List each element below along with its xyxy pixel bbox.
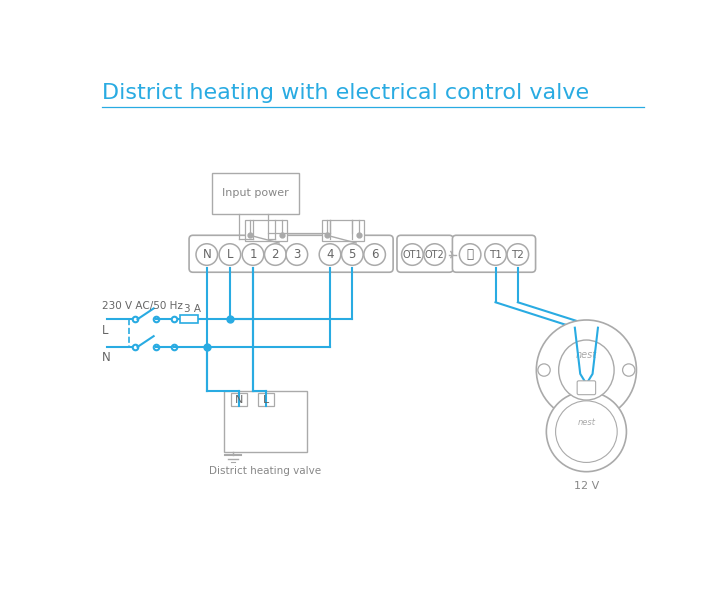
- FancyBboxPatch shape: [577, 381, 596, 394]
- Text: District heating valve: District heating valve: [209, 466, 321, 476]
- Circle shape: [537, 320, 636, 420]
- Text: 3: 3: [293, 248, 301, 261]
- Bar: [245, 220, 287, 241]
- Text: 230 V AC/50 Hz: 230 V AC/50 Hz: [102, 301, 183, 311]
- Circle shape: [196, 244, 218, 266]
- FancyBboxPatch shape: [189, 235, 393, 272]
- Text: OT2: OT2: [425, 249, 445, 260]
- Text: L: L: [263, 394, 269, 405]
- Circle shape: [286, 244, 308, 266]
- Text: nest: nest: [576, 350, 597, 359]
- Text: 4: 4: [326, 248, 333, 261]
- Bar: [232, 393, 247, 406]
- FancyBboxPatch shape: [452, 235, 536, 272]
- Text: District heating with electrical control valve: District heating with electrical control…: [102, 83, 589, 103]
- Circle shape: [424, 244, 446, 266]
- Circle shape: [264, 244, 286, 266]
- Bar: [212, 173, 299, 214]
- FancyBboxPatch shape: [397, 235, 453, 272]
- Text: nest: nest: [577, 418, 596, 427]
- Circle shape: [319, 244, 341, 266]
- Text: 3 A: 3 A: [183, 304, 201, 314]
- Circle shape: [622, 364, 635, 376]
- Circle shape: [538, 364, 550, 376]
- Text: N: N: [235, 394, 243, 405]
- Text: 2: 2: [272, 248, 279, 261]
- Circle shape: [364, 244, 385, 266]
- Bar: [223, 391, 307, 453]
- Text: ⏚: ⏚: [467, 248, 474, 261]
- Bar: [258, 393, 274, 406]
- Text: 12 V: 12 V: [574, 481, 599, 491]
- Circle shape: [341, 244, 363, 266]
- Ellipse shape: [558, 340, 614, 400]
- Text: L: L: [102, 324, 108, 336]
- Circle shape: [242, 244, 264, 266]
- Text: N: N: [102, 351, 111, 364]
- Circle shape: [485, 244, 506, 266]
- Text: T1: T1: [489, 249, 502, 260]
- Text: 5: 5: [349, 248, 356, 261]
- Circle shape: [459, 244, 481, 266]
- Text: N: N: [202, 248, 211, 261]
- Bar: [323, 220, 364, 241]
- Circle shape: [219, 244, 241, 266]
- Circle shape: [555, 401, 617, 463]
- Text: 6: 6: [371, 248, 379, 261]
- Text: T2: T2: [512, 249, 524, 260]
- Text: OT1: OT1: [403, 249, 422, 260]
- Text: 1: 1: [249, 248, 257, 261]
- Bar: [180, 315, 198, 323]
- Circle shape: [402, 244, 423, 266]
- Circle shape: [546, 391, 626, 472]
- Text: Input power: Input power: [222, 188, 289, 198]
- Text: L: L: [226, 248, 233, 261]
- Circle shape: [507, 244, 529, 266]
